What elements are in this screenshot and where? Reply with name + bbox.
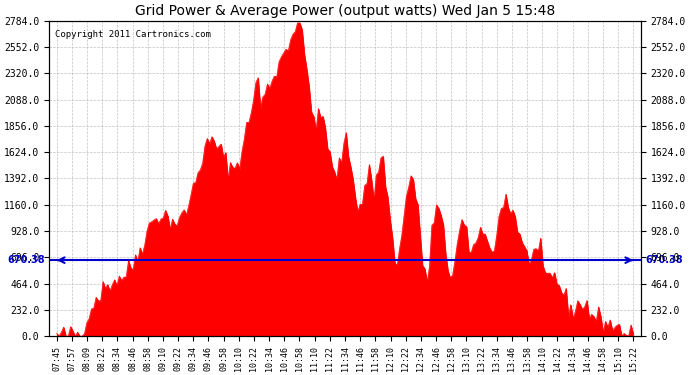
Title: Grid Power & Average Power (output watts) Wed Jan 5 15:48: Grid Power & Average Power (output watts…: [135, 4, 555, 18]
Text: 670.38: 670.38: [645, 255, 683, 265]
Text: 670.38: 670.38: [7, 255, 45, 265]
Text: Copyright 2011 Cartronics.com: Copyright 2011 Cartronics.com: [55, 30, 211, 39]
